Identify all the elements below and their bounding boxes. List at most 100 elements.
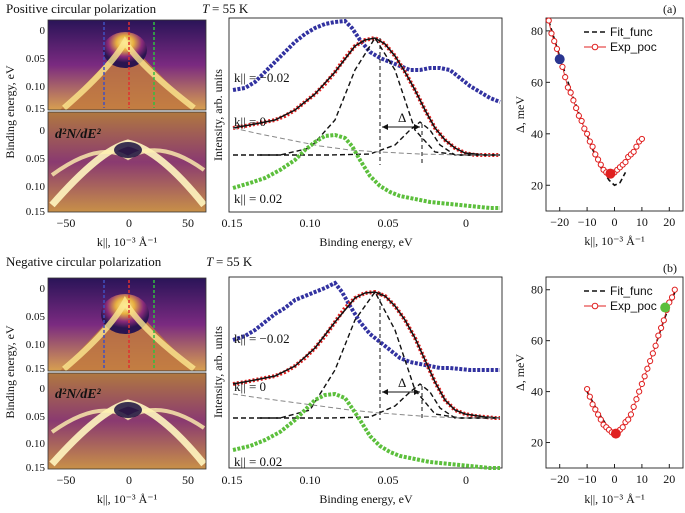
exp-poc-point: [592, 151, 599, 158]
arpes-bottom-xtick: −50: [57, 473, 76, 487]
edc-bottom-delta-label: Δ: [398, 375, 406, 390]
exp-poc-point: [592, 406, 599, 413]
exp-poc-point: [627, 411, 635, 418]
exp-poc-point: [578, 117, 585, 125]
x-tick-label: 0: [612, 215, 618, 229]
exp-poc-point: [622, 159, 629, 166]
arpes-top-band: [60, 40, 196, 110]
highlight-point: [605, 168, 616, 179]
arpes-bottom-deriv-background: [48, 373, 206, 469]
edc-top-frame: [228, 17, 503, 213]
temp-var-top: T: [202, 1, 210, 16]
exp-poc-point: [657, 324, 665, 332]
exp-poc-point: [625, 416, 632, 423]
arpes-top-ytick: 0.05: [26, 53, 46, 65]
arpes-bottom-xtick: 50: [182, 473, 194, 487]
edc-bottom-fit-peak2: [260, 383, 500, 419]
y-tick-label: 80: [531, 24, 543, 38]
exp-poc-point: [655, 332, 662, 339]
gap-plot-a: −20 −10 0 10 20 20 40 60 80 k||, 10⁻³ Å⁻¹ Δ, meV Fi…: [513, 17, 684, 248]
legend-exp-marker: [591, 302, 599, 310]
exp-poc-point: [597, 161, 604, 168]
arpes-bottom-ytick: 0.10: [26, 339, 46, 351]
arpes-top-ytick: 0: [40, 25, 46, 37]
edc-bottom-ylabel: Intensity, arb. units: [211, 326, 225, 418]
arpes-top-deriv-ytick: 0.15: [26, 206, 46, 218]
arpes-bottom-deriv-gap: [114, 402, 142, 418]
exp-poc-point: [551, 38, 558, 45]
exp-poc-point: [597, 416, 604, 423]
y-tick-label: 40: [531, 385, 543, 399]
edc-top-red-series: [232, 35, 500, 157]
exp-poc-point: [570, 97, 577, 104]
legend-exp-marker: [591, 43, 599, 51]
arpes-bottom-ytick: 0.15: [26, 363, 46, 375]
legend-exp-label: Exp_poc: [610, 40, 657, 54]
edc-top-delta-arrow-right: [414, 124, 420, 130]
exp-poc-point: [562, 74, 569, 81]
edc-top-delta-label: Δ: [398, 110, 406, 125]
arpes-bottom-deriv-label: d²N/dE²: [55, 387, 102, 402]
arpes-bottom-ytick: 0.05: [26, 311, 46, 323]
arpes-top-xtick: −50: [57, 216, 76, 230]
x-tick-label: −10: [578, 215, 597, 229]
legend-exp-label: Exp_poc: [610, 299, 657, 313]
arpes-bottom-deriv: d²N/dE²: [47, 372, 207, 470]
temp-val-top: = 55 K: [212, 1, 249, 16]
arpes-top-frame: [47, 19, 207, 111]
edc-bottom-red-series: [232, 289, 500, 420]
title-top: Positive circular polarization: [6, 1, 157, 16]
gap-ylabel: Δ, meV: [513, 96, 527, 133]
exp-poc-point: [589, 143, 596, 150]
exp-poc-point: [564, 84, 572, 91]
gap-xlabel: k||, 10⁻³ Å⁻¹: [584, 234, 645, 248]
x-tick-label: 20: [663, 472, 675, 486]
arpes-bottom-dispersion: [62, 295, 196, 372]
x-tick-label: 20: [663, 215, 675, 229]
edc-bottom-xtick: 0.05: [378, 473, 399, 487]
edc-top-xtick: 0: [463, 216, 469, 230]
exp-poc-point: [668, 294, 676, 301]
arpes-bottom-deriv-ytick: 0.05: [26, 411, 46, 423]
exp-poc-point: [630, 403, 637, 410]
highlight-point: [660, 302, 671, 313]
temp-var-bottom: T: [206, 254, 214, 269]
arpes-top-ytick: 0.15: [26, 103, 46, 115]
edc-top-label-plus: k|| = 0.02: [234, 191, 282, 206]
arpes-top-deriv-frame: [47, 111, 207, 213]
edc-top-label-zero: k|| = 0: [234, 114, 266, 129]
arpes-bottom-ytick: 0: [40, 283, 46, 295]
edc-bottom-xtick: 0.10: [300, 473, 321, 487]
edc-bottom-frame: [228, 276, 503, 469]
x-tick-label: −20: [550, 472, 569, 486]
exp-poc-point: [575, 112, 582, 119]
temp-val-bottom: = 55 K: [216, 254, 253, 269]
title-bottom: Negative circular polarization: [6, 254, 162, 269]
edc-bottom-label-zero: k|| = 0: [234, 379, 266, 394]
exp-poc-point: [660, 317, 667, 324]
exp-poc-point: [586, 393, 593, 400]
exp-poc-point: [573, 104, 580, 112]
edc-bottom-fit-peak1: [233, 290, 500, 419]
exp-poc-point: [649, 350, 656, 357]
exp-poc-point: [581, 125, 588, 132]
y-tick-label: 20: [531, 436, 543, 450]
exp-poc-point: [633, 396, 640, 403]
arpes-bottom-deriv-frame: [47, 372, 207, 470]
edc-bottom-delta-arrow-left: [382, 389, 388, 395]
edc-bottom-background-line: [232, 393, 500, 419]
exp-poc-point: [584, 130, 591, 137]
arpes-top-ytick: 0.10: [26, 81, 46, 93]
gap-ylabel: Δ, meV: [513, 354, 527, 391]
y-tick-label: 40: [531, 127, 543, 141]
edc-bottom: Δ k|| = −0.02 k|| = 0 k|| = 0.02: [228, 276, 503, 470]
arpes-top-deriv-label: d²N/dE²: [55, 127, 102, 142]
exp-poc-point: [584, 385, 591, 393]
edc-top-xtick: 0.05: [378, 216, 399, 230]
x-tick-label: 10: [636, 215, 648, 229]
gap-xlabel: k||, 10⁻³ Å⁻¹: [584, 492, 645, 506]
edc-top-label-minus: k|| = −0.02: [234, 70, 290, 85]
arpes-top-deriv-gap: [114, 142, 142, 158]
arpes-top-deriv-ytick: 0: [40, 125, 46, 137]
